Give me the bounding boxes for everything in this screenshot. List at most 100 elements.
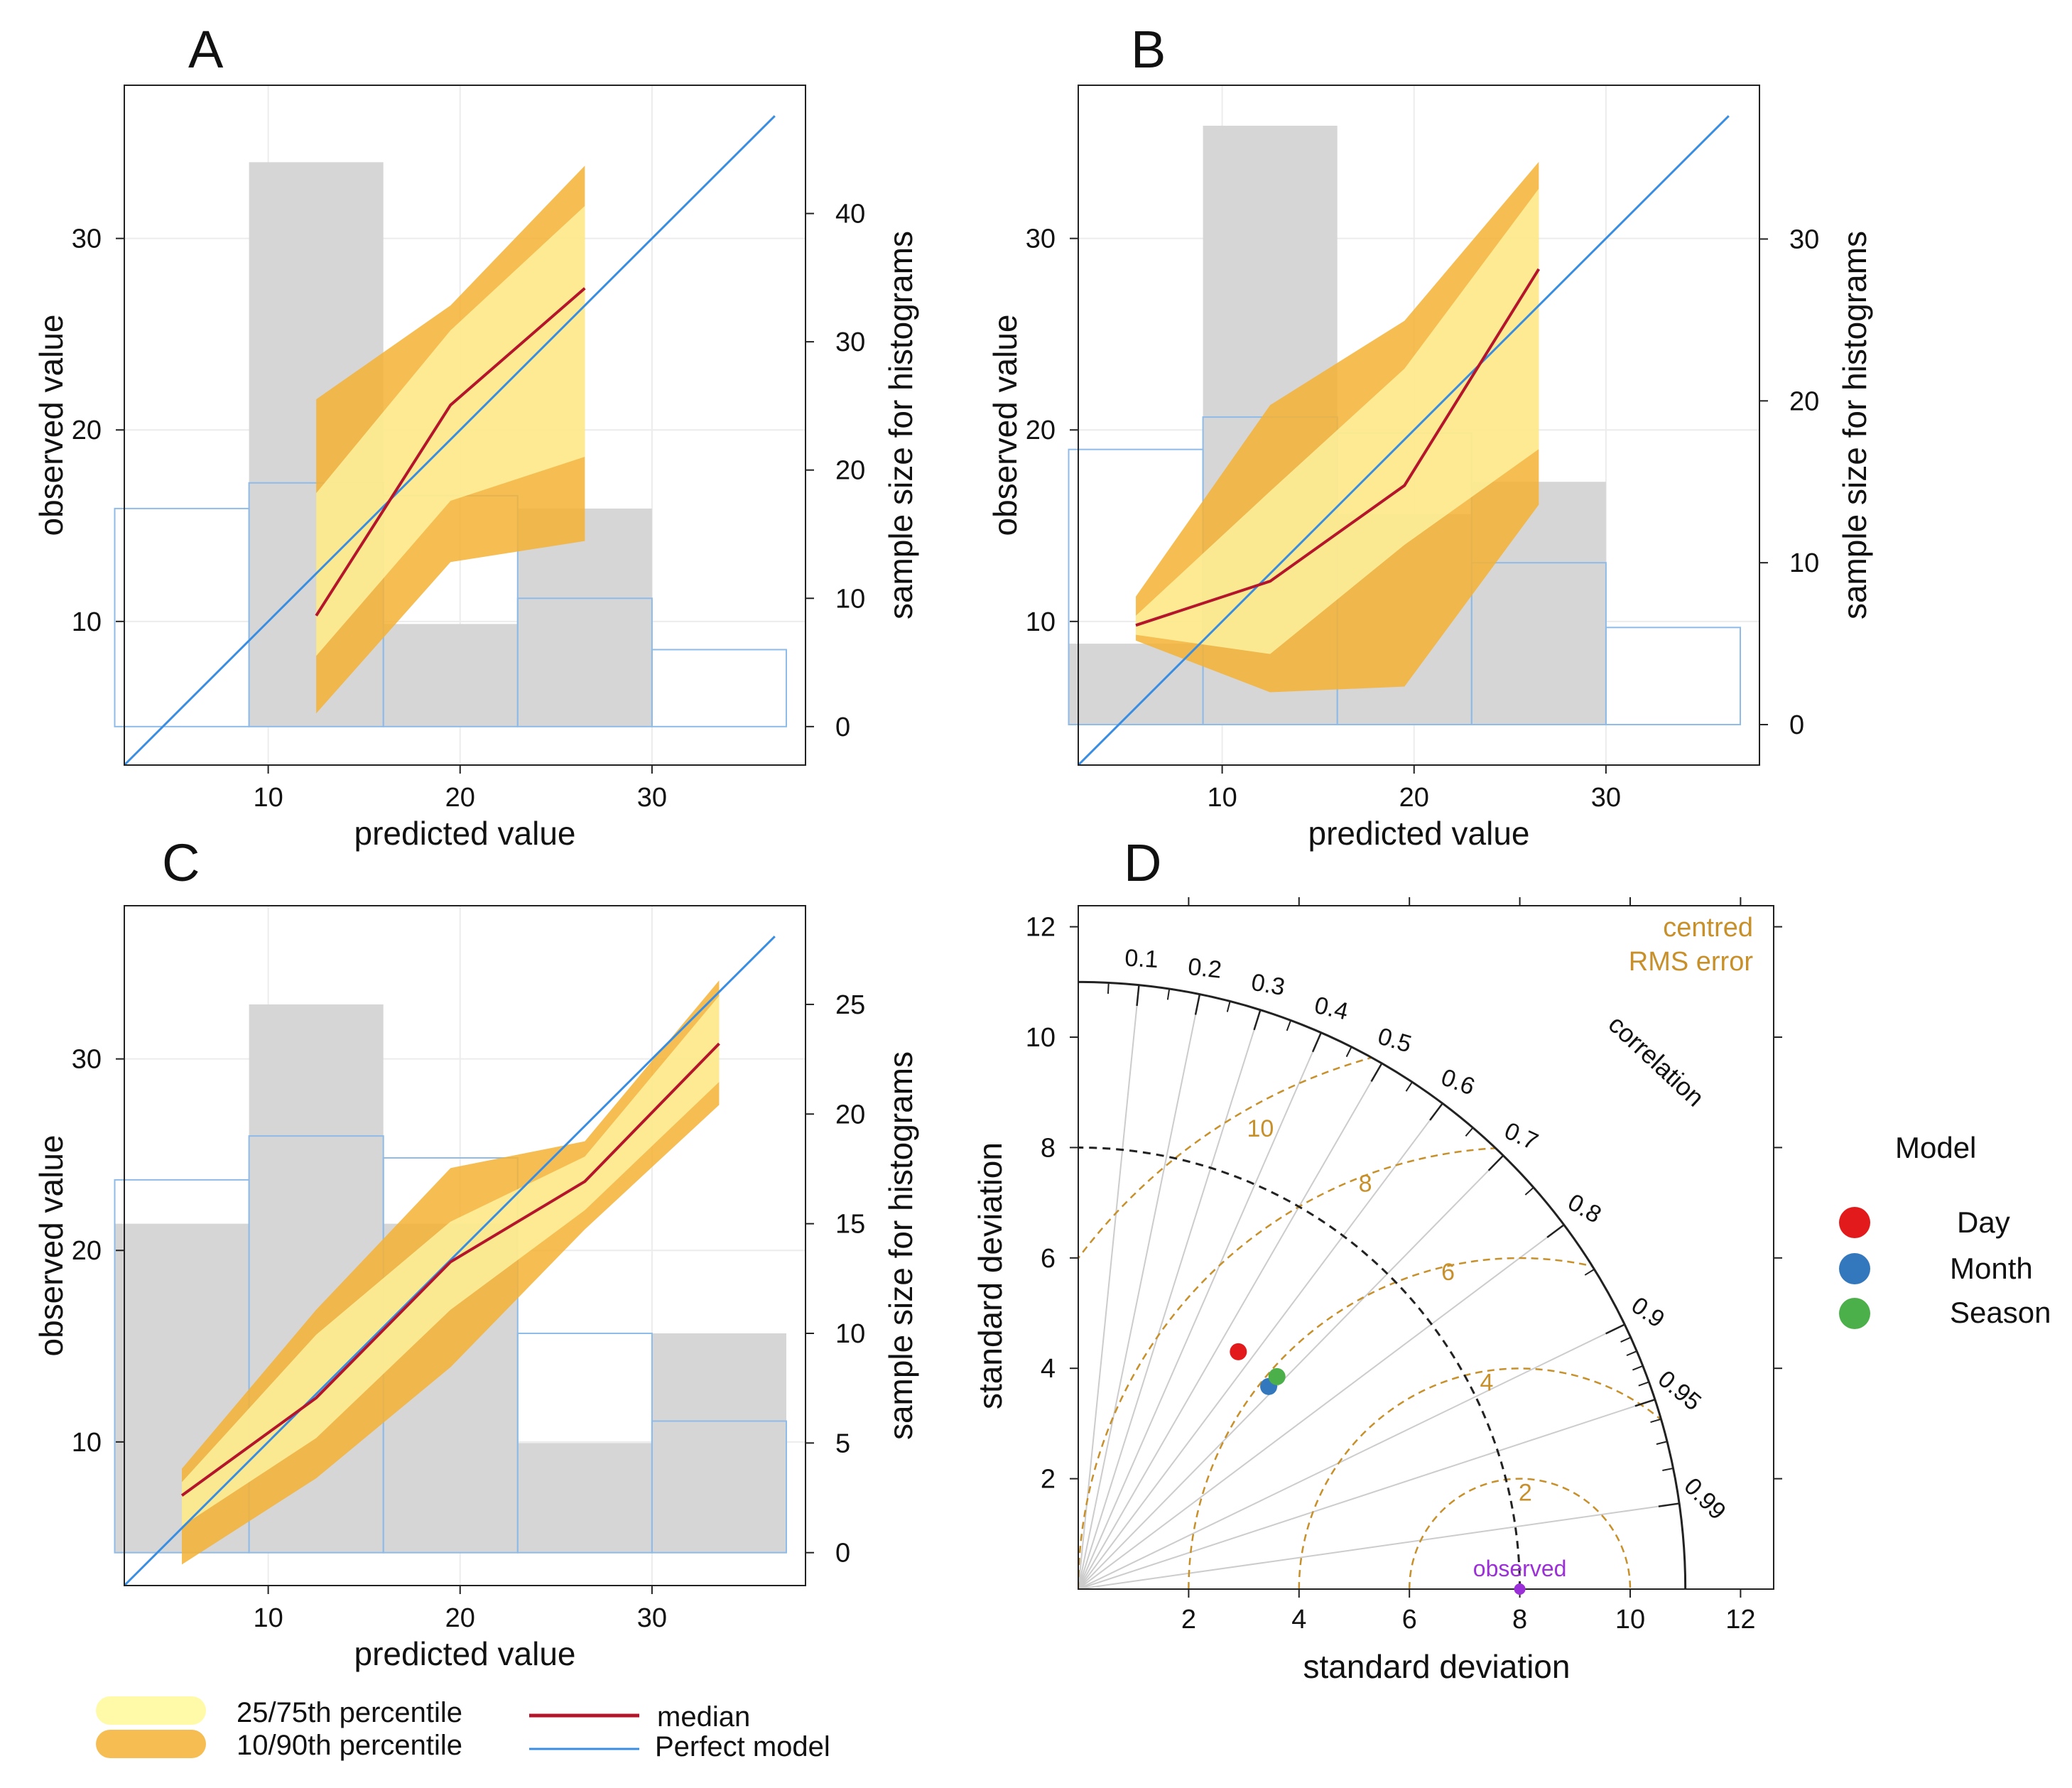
arc-major-tick bbox=[1253, 1009, 1262, 1031]
y-tick-label: 10 bbox=[72, 607, 102, 637]
y2-tick-label: 0 bbox=[835, 713, 850, 742]
taylor-x-tick-label: 12 bbox=[1725, 1605, 1755, 1635]
y2-tick-label: 10 bbox=[835, 584, 865, 614]
plot-frame bbox=[124, 85, 806, 766]
arc-major-tick bbox=[1634, 1398, 1656, 1407]
taylor-legend: Model Day Month Season bbox=[1839, 1131, 2051, 1329]
histogram-bar bbox=[517, 1443, 652, 1553]
histogram-bar bbox=[383, 624, 518, 727]
arc-minor-tick bbox=[1662, 1467, 1674, 1471]
arc-major-tick bbox=[1605, 1323, 1625, 1335]
arc-major-tick bbox=[1311, 1032, 1323, 1053]
y-axis-title: observed value bbox=[33, 315, 70, 536]
calibration-panel-b: 10 20 30 10 20 30 0 10 20 30 predicted value observ… bbox=[987, 85, 1873, 852]
correlation-label: 0.2 bbox=[1187, 953, 1223, 984]
correlation-line bbox=[1078, 1063, 1383, 1590]
rms-contour-label: 8 bbox=[1359, 1171, 1372, 1198]
y2-tick-label: 5 bbox=[835, 1429, 850, 1458]
y2-axis-title: sample size for histograms bbox=[1836, 231, 1873, 619]
legend-day-label: Day bbox=[1957, 1205, 2010, 1239]
arc-minor-tick bbox=[1620, 1336, 1632, 1343]
correlation-line bbox=[1078, 1102, 1443, 1590]
x-tick-label: 30 bbox=[637, 1603, 667, 1633]
y2-tick-label: 40 bbox=[835, 200, 865, 229]
y2-tick-label: 20 bbox=[835, 1100, 865, 1129]
arc-minor-tick bbox=[1226, 1001, 1231, 1012]
panel-label-b: B bbox=[1131, 20, 1166, 79]
y-tick-label: 10 bbox=[1026, 607, 1056, 637]
x-tick-label: 20 bbox=[445, 1603, 475, 1633]
taylor-y-tick-label: 4 bbox=[1041, 1354, 1056, 1384]
perfect-model-line bbox=[123, 115, 776, 766]
plot-frame bbox=[124, 905, 806, 1586]
x-tick-label: 30 bbox=[637, 783, 667, 813]
calibration-legend: 25/75th percentile 10/90th percentile me… bbox=[96, 1696, 830, 1762]
legend-season-label: Season bbox=[1950, 1296, 2051, 1329]
max-sd-arc bbox=[1078, 980, 1687, 1590]
arc-minor-tick bbox=[1405, 1081, 1413, 1092]
x-tick-label: 20 bbox=[445, 783, 475, 813]
rms-contour-label: 4 bbox=[1480, 1369, 1494, 1396]
panel-label-a: A bbox=[188, 20, 224, 79]
x-tick-label: 10 bbox=[1207, 783, 1237, 813]
arc-minor-tick bbox=[1524, 1186, 1534, 1196]
arc-minor-tick bbox=[1632, 1365, 1644, 1371]
model-point-day bbox=[1230, 1343, 1247, 1360]
arc-minor-tick bbox=[1656, 1441, 1668, 1445]
rms-contour-label: 10 bbox=[1247, 1115, 1274, 1142]
observed-sd-arc bbox=[1078, 1146, 1522, 1590]
y-axis-title: observed value bbox=[33, 1135, 70, 1357]
y2-tick-label: 30 bbox=[835, 327, 865, 357]
correlation-line bbox=[1078, 985, 1140, 1590]
x-axis-title: predicted value bbox=[354, 815, 576, 852]
x-tick-label: 10 bbox=[253, 1603, 283, 1633]
median-line bbox=[1135, 268, 1541, 627]
taylor-y-tick-label: 12 bbox=[1026, 913, 1056, 943]
arc-minor-tick bbox=[1465, 1127, 1474, 1137]
y2-tick-label: 0 bbox=[835, 1539, 850, 1568]
histogram-outline-bar bbox=[651, 649, 787, 727]
arc-major-tick bbox=[1136, 985, 1140, 1007]
model-point-season bbox=[1268, 1367, 1286, 1385]
legend-p10-90-label: 10/90th percentile bbox=[237, 1730, 462, 1761]
legend-perfect-label: Perfect model bbox=[655, 1731, 830, 1762]
taylor-y-tick-label: 2 bbox=[1041, 1465, 1056, 1495]
legend-month-label: Month bbox=[1950, 1252, 2033, 1285]
y2-tick-label: 10 bbox=[835, 1319, 865, 1349]
median-line bbox=[180, 1042, 720, 1497]
band-25-75-percentile bbox=[316, 205, 585, 656]
arc-major-tick bbox=[1546, 1224, 1565, 1238]
rms-contour bbox=[1408, 1478, 1632, 1589]
y2-axis-title: sample size for histograms bbox=[882, 231, 919, 619]
x-tick-label: 30 bbox=[1591, 783, 1621, 813]
panel-label-c: C bbox=[162, 833, 200, 892]
taylor-y-tick-label: 6 bbox=[1041, 1244, 1056, 1274]
arc-major-tick bbox=[1194, 994, 1201, 1015]
histogram-outline-bar bbox=[1605, 627, 1741, 726]
correlation-line bbox=[1078, 1399, 1656, 1590]
arc-minor-tick bbox=[1584, 1268, 1595, 1276]
legend-median-label: median bbox=[657, 1701, 750, 1733]
legend-month-marker bbox=[1839, 1253, 1870, 1284]
y2-tick-label: 10 bbox=[1789, 548, 1819, 578]
taylor-x-tick-label: 4 bbox=[1291, 1605, 1306, 1635]
legend-season-marker bbox=[1839, 1298, 1870, 1329]
correlation-label: 0.1 bbox=[1124, 945, 1159, 974]
legend-day-marker bbox=[1839, 1207, 1870, 1238]
correlation-line bbox=[1078, 994, 1200, 1590]
legend-p10-90-swatch bbox=[96, 1730, 206, 1758]
legend-p25-75-label: 25/75th percentile bbox=[237, 1697, 462, 1728]
arc-minor-tick bbox=[1286, 1020, 1292, 1031]
y-tick-label: 20 bbox=[1026, 416, 1056, 445]
x-axis-title: predicted value bbox=[1308, 815, 1530, 852]
taylor-x-tick-label: 6 bbox=[1402, 1605, 1417, 1635]
legend-p25-75-swatch bbox=[96, 1696, 206, 1725]
perfect-model-line bbox=[1077, 115, 1730, 766]
y2-tick-label: 20 bbox=[1789, 386, 1819, 416]
rms-title-line1: centred bbox=[1663, 913, 1753, 943]
y-tick-label: 30 bbox=[1026, 224, 1056, 254]
y-tick-label: 30 bbox=[72, 224, 102, 254]
correlation-label: 0.3 bbox=[1249, 969, 1287, 1001]
y2-tick-label: 30 bbox=[1789, 224, 1819, 254]
histogram-bar bbox=[651, 1333, 786, 1553]
